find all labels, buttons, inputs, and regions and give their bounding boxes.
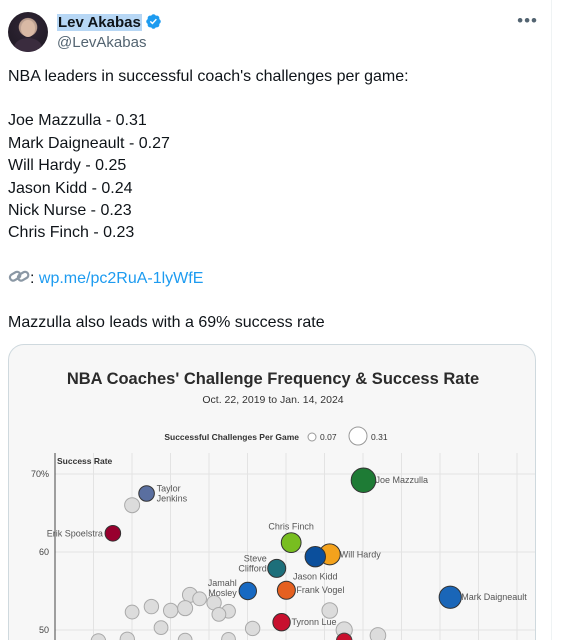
coach-point xyxy=(369,627,387,640)
tweet-header: Lev Akabas @LevAkabas ••• xyxy=(8,12,538,54)
coach-point xyxy=(221,631,236,640)
coach-point-highlight xyxy=(138,485,155,502)
coach-point xyxy=(119,631,135,640)
point-label: Taylor Jenkins xyxy=(157,484,188,504)
avatar[interactable] xyxy=(8,12,48,52)
link-emoji-icon xyxy=(8,270,30,282)
coach-point-highlight xyxy=(267,558,287,578)
coach-point xyxy=(124,497,141,514)
link-line: : wp.me/pc2RuA-1lyWfE xyxy=(8,267,538,290)
author-name[interactable]: Lev Akabas xyxy=(57,14,142,31)
point-label: Frank Vogel xyxy=(296,585,344,595)
data-points xyxy=(90,467,462,640)
size-legend-small-value: 0.07 xyxy=(320,432,337,442)
chart-subtitle: Oct. 22, 2019 to Jan. 14, 2024 xyxy=(202,394,343,406)
tweet-outro: Mazzulla also leads with a 69% success r… xyxy=(8,314,325,332)
coach-point-highlight xyxy=(104,524,122,542)
leader-line: Will Hardy - 0.25 xyxy=(8,157,127,175)
leader-line: Mark Daigneault - 0.27 xyxy=(8,134,170,152)
leader-line: Jason Kidd - 0.24 xyxy=(8,179,133,197)
coach-point xyxy=(335,632,353,640)
point-label: Jamahl Mosley xyxy=(208,578,238,598)
point-label: Erik Spoelstra xyxy=(47,528,103,538)
y-tick-labels: 70% 60 50 xyxy=(31,469,49,635)
coach-point xyxy=(153,620,169,636)
y-tick-label: 70% xyxy=(31,469,49,479)
tweet-intro: NBA leaders in successful coach's challe… xyxy=(8,68,409,85)
point-label: Steve Clifford xyxy=(238,553,266,573)
more-dots-icon[interactable]: ••• xyxy=(517,11,538,30)
size-legend-small-circle xyxy=(307,432,317,442)
chart-image-card[interactable]: NBA Coaches' Challenge Frequency & Succe… xyxy=(8,344,536,640)
point-label: Tyronn Lue xyxy=(292,617,337,627)
coach-point-highlight xyxy=(276,580,296,600)
coach-point xyxy=(211,607,227,622)
coach-point xyxy=(143,598,160,615)
leader-line: Nick Nurse - 0.23 xyxy=(8,202,132,220)
point-label: Jason Kidd xyxy=(293,572,338,582)
coach-point xyxy=(162,602,179,619)
author-name-row[interactable]: Lev Akabas xyxy=(57,13,162,33)
chart-grid xyxy=(55,453,535,640)
y-tick-label: 50 xyxy=(39,625,49,635)
timeline-divider xyxy=(551,0,552,640)
coach-point xyxy=(177,632,193,640)
tweet-text: NBA leaders in successful coach's challe… xyxy=(8,66,538,335)
coach-point xyxy=(124,604,140,620)
coach-point xyxy=(244,620,261,637)
coach-point xyxy=(192,591,208,607)
coach-point xyxy=(177,600,194,617)
point-label: Joe Mazzulla xyxy=(375,475,428,485)
link-prefix: : xyxy=(30,269,39,287)
leader-line: Joe Mazzulla - 0.31 xyxy=(8,112,147,130)
size-legend-large-circle xyxy=(348,426,368,446)
size-legend-large-value: 0.31 xyxy=(371,432,388,442)
leader-line: Chris Finch - 0.23 xyxy=(8,224,135,242)
article-link[interactable]: wp.me/pc2RuA-1lyWfE xyxy=(38,269,204,287)
point-label: Chris Finch xyxy=(268,522,314,532)
verified-badge-icon xyxy=(146,14,161,29)
point-label: Will Hardy xyxy=(340,549,382,559)
coach-point-highlight xyxy=(304,545,326,568)
coach-point-highlight xyxy=(280,532,302,554)
coach-point xyxy=(321,602,339,619)
chart-title: NBA Coaches' Challenge Frequency & Succe… xyxy=(67,370,479,388)
y-axis-label: Success Rate xyxy=(57,456,113,466)
scatter-chart: NBA Coaches' Challenge Frequency & Succe… xyxy=(31,370,535,640)
author-handle[interactable]: @LevAkabas xyxy=(57,34,147,51)
coach-point-highlight xyxy=(238,581,258,601)
y-tick-label: 60 xyxy=(39,547,49,557)
coach-point-highlight xyxy=(350,467,377,494)
coach-point-highlight xyxy=(438,585,462,609)
size-legend-label: Successful Challenges Per Game xyxy=(164,432,299,442)
point-label: Mark Daigneault xyxy=(461,592,527,602)
coach-point-highlight xyxy=(272,613,291,632)
coach-point xyxy=(90,633,107,640)
point-labels: Joe Mazzulla Taylor Jenkins Erik Spoelstra C… xyxy=(47,475,527,627)
